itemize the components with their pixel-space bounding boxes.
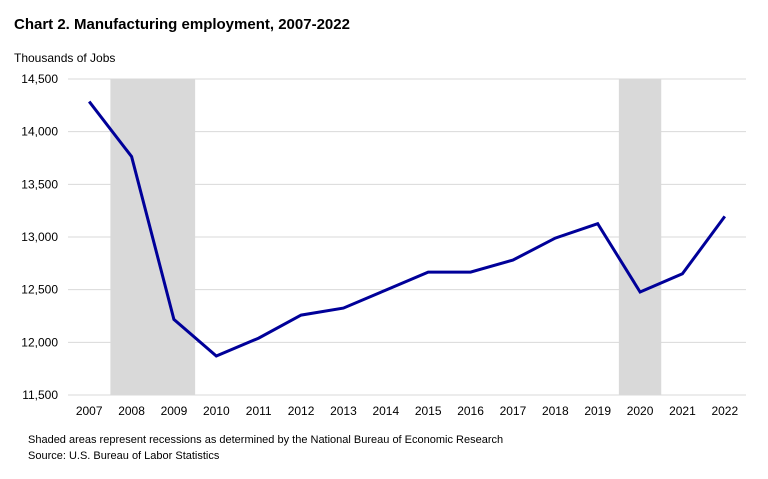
x-tick-label: 2019 <box>584 404 611 418</box>
y-axis-label: Thousands of Jobs <box>14 51 116 65</box>
x-tick-label: 2010 <box>203 404 230 418</box>
x-tick-label: 2015 <box>415 404 442 418</box>
y-tick-label: 11,500 <box>22 388 58 402</box>
y-tick-label: 14,000 <box>21 125 58 139</box>
x-tick-label: 2007 <box>76 404 103 418</box>
x-tick-label: 2017 <box>500 404 527 418</box>
y-tick-label: 13,000 <box>21 230 58 244</box>
y-tick-label: 12,000 <box>21 335 58 349</box>
x-tick-label: 2021 <box>669 404 696 418</box>
x-tick-label: 2013 <box>330 404 357 418</box>
x-tick-label: 2009 <box>161 404 188 418</box>
y-tick-label: 14,500 <box>21 72 58 86</box>
series-line <box>88 100 727 358</box>
source-note: Source: U.S. Bureau of Labor Statistics <box>28 450 220 462</box>
y-tick-label: 13,500 <box>21 177 58 191</box>
x-tick-label: 2018 <box>542 404 569 418</box>
recession-note: Shaded areas represent recessions as det… <box>28 434 504 446</box>
x-tick-label: 2011 <box>246 404 272 418</box>
chart-title: Chart 2. Manufacturing employment, 2007-… <box>14 16 350 33</box>
x-tick-label: 2014 <box>372 404 399 418</box>
x-tick-label: 2012 <box>288 404 315 418</box>
x-tick-label: 2020 <box>627 404 654 418</box>
x-tick-label: 2016 <box>457 404 484 418</box>
x-tick-label: 2022 <box>711 404 738 418</box>
y-tick-label: 12,500 <box>21 283 58 297</box>
x-tick-label: 2008 <box>118 404 145 418</box>
